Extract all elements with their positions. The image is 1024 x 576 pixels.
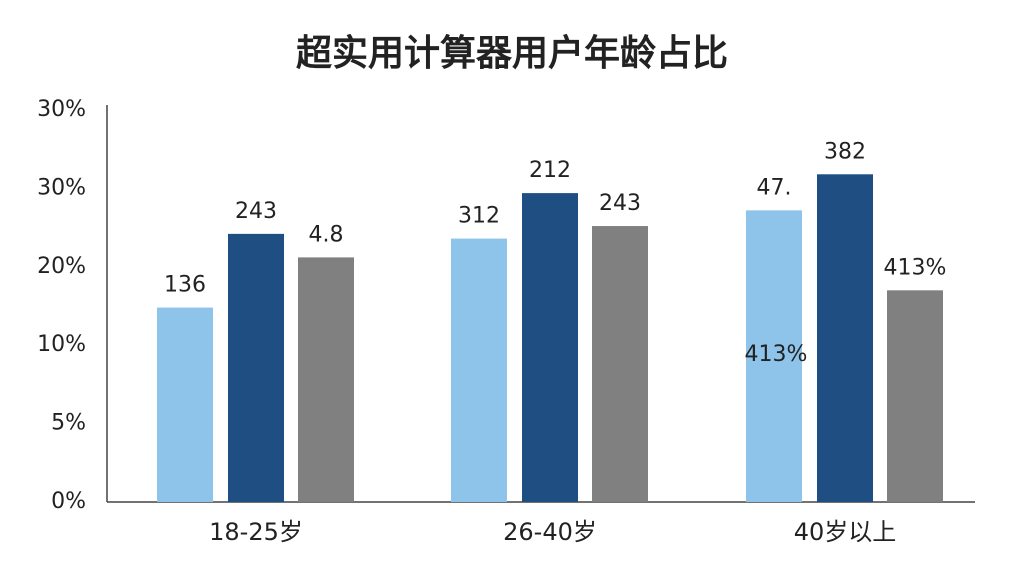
- bar: [746, 210, 802, 503]
- x-tick-label: 40岁以上: [794, 518, 897, 546]
- bar: [228, 233, 284, 502]
- bar-annotation: 413%: [745, 342, 808, 367]
- x-tick-label: 18-25岁: [209, 518, 303, 546]
- bar: [451, 238, 507, 503]
- bar: [817, 174, 873, 502]
- bar-annotation: 312: [458, 204, 500, 229]
- bar-annotation: 243: [599, 191, 641, 216]
- y-tick-label: 5%: [51, 411, 86, 436]
- bar-annotation: 47.: [757, 175, 792, 200]
- y-tick-label: 30%: [37, 97, 86, 122]
- bar-annotation: 4.8: [309, 222, 344, 247]
- bar-annotation: 243: [235, 199, 277, 224]
- bar-annotation: 382: [824, 139, 866, 164]
- bar: [592, 226, 648, 503]
- bar-annotation: 212: [529, 158, 571, 183]
- y-tick-label: 20%: [37, 254, 86, 279]
- y-tick-label: 10%: [37, 332, 86, 357]
- bar: [157, 307, 213, 502]
- x-tick-label: 26-40岁: [503, 518, 597, 546]
- bar-annotation: 136: [164, 273, 206, 298]
- bar: [522, 193, 578, 502]
- y-tick-label: 0%: [51, 489, 86, 514]
- y-tick-label: 30%: [37, 175, 86, 200]
- bar-annotation: 413%: [884, 255, 947, 280]
- bar: [298, 257, 354, 502]
- chart-title: 超实用计算器用户年龄占比: [296, 33, 728, 74]
- bar: [887, 290, 943, 502]
